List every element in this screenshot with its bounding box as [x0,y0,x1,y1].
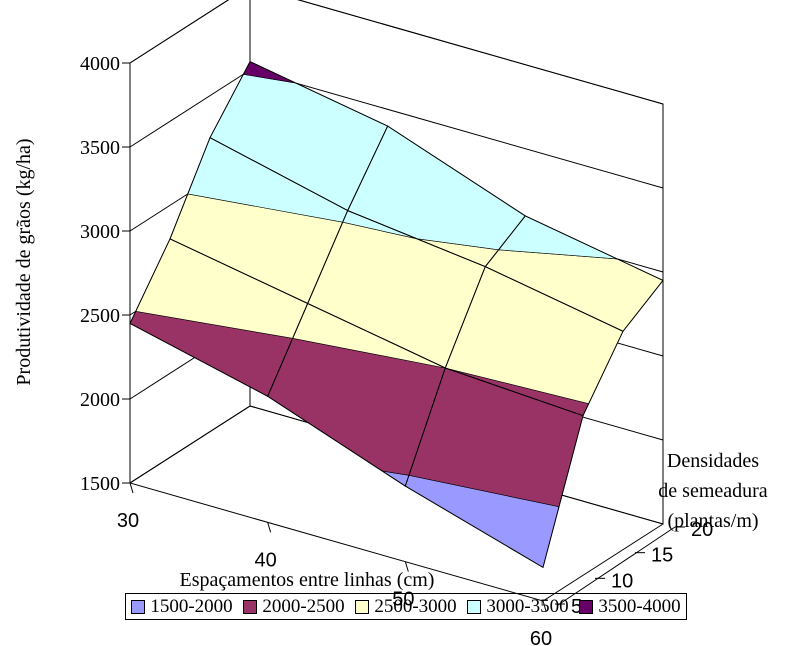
x-tick-label: 40 [255,549,277,571]
x-tick [129,482,134,494]
legend-label: 3000-3500 [486,595,569,617]
depth-tick-label: 20 [691,519,713,541]
legend-item: 2000-2500 [243,595,345,618]
legend-item: 2500-3000 [355,595,457,618]
y-tick-label: 2000 [80,389,120,411]
legend-item: 3000-3500 [467,595,569,618]
y-tick-label: 4000 [80,53,120,75]
legend-swatch [243,599,258,614]
legend-label: 3500-4000 [598,595,681,617]
gridline [129,0,664,105]
legend-swatch [355,599,370,614]
x-tick-label: 30 [117,510,139,532]
z-axis-title-line-2: de semeadura [658,480,768,502]
surface-cell [404,367,584,569]
legend-item: 1500-2000 [131,595,233,618]
legend-label: 1500-2000 [150,595,233,617]
legend-swatch [467,599,482,614]
floor-edge [128,405,664,602]
x-tick [404,561,409,572]
y-tick-label: 3000 [80,221,120,243]
depth-tick-label: 5 [571,596,582,618]
y-tick-label: 3500 [80,137,120,159]
x-tick [267,522,272,533]
legend-item: 3500-4000 [579,595,681,618]
y-tick-label: 2500 [80,305,120,327]
x-tick [542,600,547,612]
legend-swatch [131,599,146,614]
y-axis-title: Produtividade de grãos (kg/ha) [13,138,35,385]
x-tick-label: 50 [392,589,414,611]
depth-tick-label: 15 [651,545,673,567]
z-axis-title-line-3: (plantas/m) [667,510,758,532]
x-axis-title: Espaçamentos entre linhas (cm) [180,569,435,591]
legend-label: 2000-2500 [262,595,345,617]
legend-swatch [579,599,594,614]
y-tick-label: 1500 [80,473,120,495]
legend-label: 2500-3000 [374,595,457,617]
z-axis-title-line-1: Densidades [667,450,759,472]
chart-legend: 1500-2000 2000-2500 2500-3000 3000-3500 3500… [125,593,687,620]
surface-plot [129,60,664,569]
depth-tick-label: 10 [611,570,633,592]
x-tick-label: 60 [530,628,552,646]
chart-axes: 1500 2000 2500 3000 3500 4000 30 40 50 60 5 10 15 20 [80,53,713,646]
z-axis-line [557,526,676,606]
